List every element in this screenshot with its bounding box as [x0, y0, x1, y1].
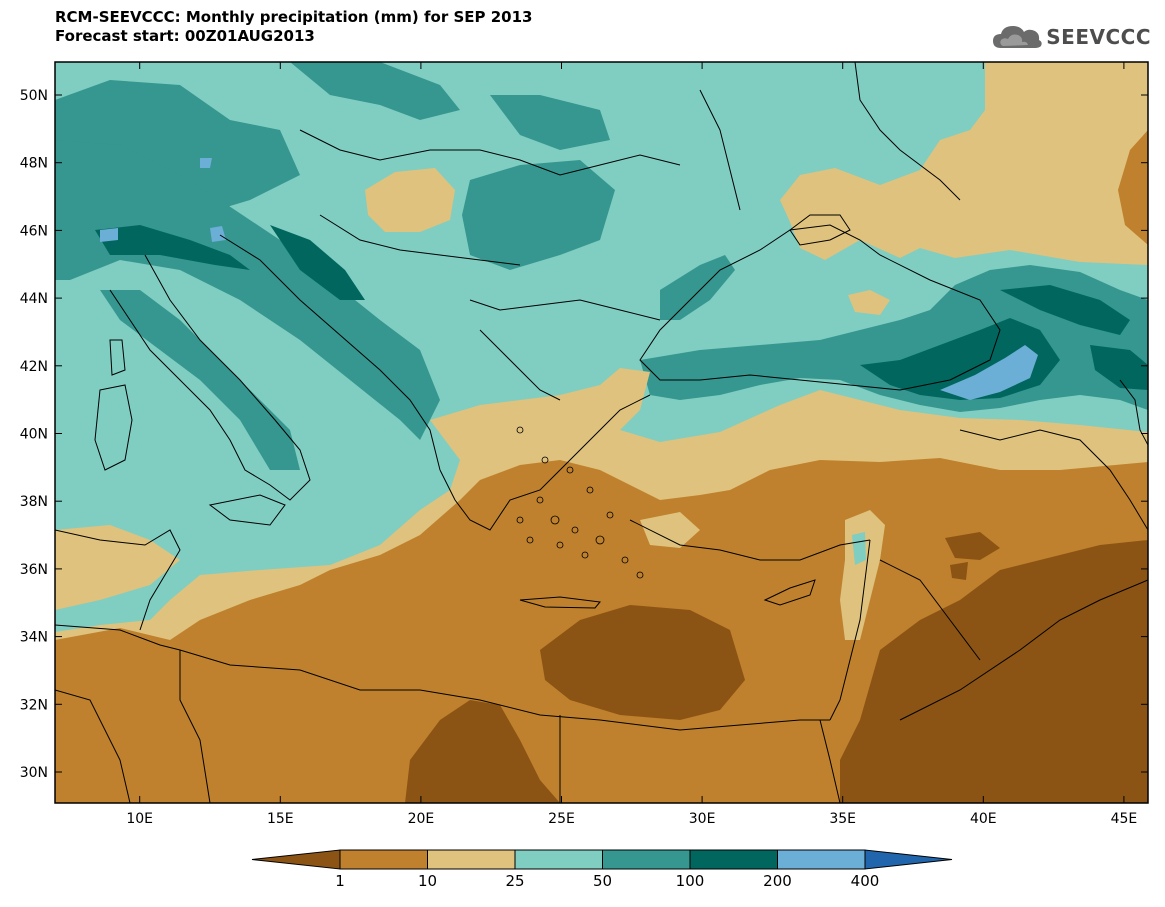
- colorbar-segment: [427, 849, 516, 870]
- map-frame: [54, 61, 1149, 804]
- colorbar-level-label: 200: [763, 872, 792, 890]
- colorbar: [251, 849, 953, 870]
- lat-label: 48N: [20, 156, 48, 172]
- colorbar-segment: [689, 849, 778, 870]
- lon-label: 45E: [1111, 811, 1138, 827]
- colorbar-level-label: 100: [675, 872, 705, 890]
- lat-label: 44N: [20, 291, 48, 307]
- colorbar-under-arrow: [251, 849, 341, 870]
- colorbar-level-label: 10: [417, 872, 438, 890]
- cloud-icon: [993, 26, 1042, 48]
- lat-label: 36N: [20, 562, 48, 578]
- lat-label: 32N: [20, 697, 48, 713]
- lon-label: 30E: [689, 811, 716, 827]
- lat-label: 46N: [20, 223, 48, 239]
- lat-label: 42N: [20, 359, 48, 375]
- longitude-axis: 10E 15E 20E 25E 30E 35E 40E 45E: [126, 62, 1137, 827]
- lon-label: 20E: [408, 811, 435, 827]
- colorbar-level-label: 400: [850, 872, 880, 890]
- lat-label: 40N: [20, 427, 48, 443]
- colorbar-over-arrow: [864, 849, 953, 870]
- colorbar-segment: [777, 849, 866, 870]
- lon-label: 15E: [267, 811, 294, 827]
- seevccc-logo: SEEVCCC: [991, 22, 1151, 52]
- aegean-islands: [516, 426, 644, 579]
- latitude-axis: 50N 48N 46N 44N 42N 40N 38N 36N 34N 32N 30N: [20, 88, 1148, 781]
- logo-text: SEEVCCC: [1046, 25, 1151, 49]
- colorbar-level-label: 50: [592, 872, 613, 890]
- colorbar-segment: [602, 849, 691, 870]
- lon-label: 40E: [970, 811, 997, 827]
- lat-label: 34N: [20, 630, 48, 646]
- lat-label: 38N: [20, 494, 48, 510]
- precipitation-field: [55, 62, 1148, 803]
- lon-label: 10E: [126, 811, 153, 827]
- coastlines: [55, 62, 1148, 803]
- lon-label: 25E: [548, 811, 575, 827]
- forecast-start-label: Forecast start: 00Z01AUG2013: [55, 27, 315, 45]
- lat-label: 30N: [20, 765, 48, 781]
- colorbar-segment: [514, 849, 603, 870]
- colorbar-segment: [339, 849, 428, 870]
- lon-label: 35E: [829, 811, 856, 827]
- map-title: RCM-SEEVCCC: Monthly precipitation (mm) …: [55, 8, 533, 26]
- colorbar-level-label: 1: [335, 872, 345, 890]
- colorbar-level-label: 25: [505, 872, 525, 890]
- lat-label: 50N: [20, 88, 48, 104]
